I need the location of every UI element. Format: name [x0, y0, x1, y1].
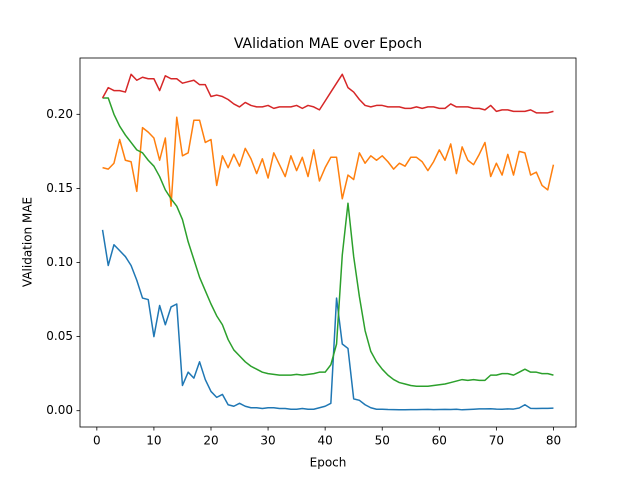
y-axis-label: VAlidation MAE: [21, 197, 35, 287]
x-axis-label: Epoch: [310, 456, 347, 470]
series-line: [101, 73, 554, 114]
y-tick-label: 0.20: [46, 107, 73, 121]
x-tick-label: 20: [203, 434, 218, 448]
x-tick-label: 0: [93, 434, 101, 448]
x-tick-label: 70: [489, 434, 504, 448]
x-tick-label: 40: [318, 434, 333, 448]
y-tick-label: 0.00: [46, 403, 73, 417]
series-line: [101, 229, 554, 411]
x-tick-label: 50: [375, 434, 390, 448]
x-tick-label: 80: [546, 434, 561, 448]
x-tick-label: 30: [260, 434, 275, 448]
series-line: [102, 97, 554, 387]
y-tick-label: 0.10: [46, 255, 73, 269]
chart-title: VAlidation MAE over Epoch: [234, 36, 422, 52]
series-line: [102, 116, 555, 207]
y-tick-label: 0.15: [46, 181, 73, 195]
plot-frame: [79, 57, 577, 428]
y-tick-label: 0.05: [46, 329, 73, 343]
x-tick-label: 60: [432, 434, 447, 448]
x-tick-label: 10: [146, 434, 161, 448]
